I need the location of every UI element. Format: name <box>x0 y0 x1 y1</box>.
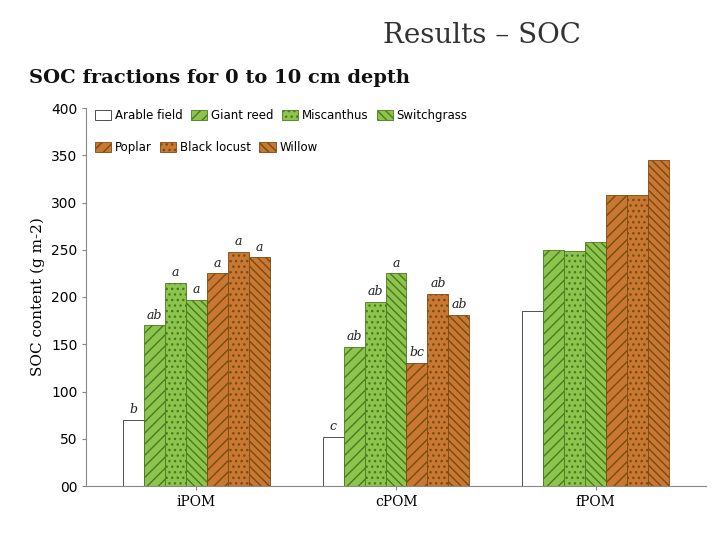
Bar <box>248 258 270 486</box>
Text: bc: bc <box>410 346 425 360</box>
Text: SOC fractions for 0 to 10 cm depth: SOC fractions for 0 to 10 cm depth <box>29 69 410 87</box>
Bar <box>648 160 669 486</box>
Bar <box>522 311 544 486</box>
Bar <box>123 420 144 486</box>
Bar <box>343 347 364 486</box>
Text: ab: ab <box>451 298 467 311</box>
Text: ab: ab <box>430 278 446 291</box>
Bar <box>323 437 343 486</box>
Bar <box>428 294 449 486</box>
Y-axis label: SOC content (g m-2): SOC content (g m-2) <box>31 218 45 376</box>
Text: a: a <box>171 266 179 279</box>
Text: a: a <box>214 256 221 269</box>
Text: a: a <box>235 235 242 248</box>
Text: ab: ab <box>367 285 383 298</box>
Bar <box>165 283 186 486</box>
Bar <box>144 325 165 486</box>
Bar <box>606 195 627 486</box>
Bar <box>186 300 207 486</box>
Bar <box>228 252 248 486</box>
Legend: Poplar, Black locust, Willow: Poplar, Black locust, Willow <box>92 138 320 156</box>
Bar <box>564 251 585 486</box>
Bar <box>585 242 606 486</box>
Text: a: a <box>392 256 400 269</box>
Bar <box>385 273 407 486</box>
Bar <box>627 195 648 486</box>
Bar <box>407 363 428 486</box>
Text: b: b <box>130 403 138 416</box>
Text: ab: ab <box>147 308 162 322</box>
Text: a: a <box>256 240 263 254</box>
Bar <box>364 302 385 486</box>
Text: c: c <box>330 420 336 433</box>
Text: Results – SOC: Results – SOC <box>384 22 581 49</box>
Bar <box>207 273 228 486</box>
Bar <box>449 315 469 486</box>
Bar <box>544 249 564 486</box>
Text: ab: ab <box>346 330 362 343</box>
Text: a: a <box>192 283 200 296</box>
